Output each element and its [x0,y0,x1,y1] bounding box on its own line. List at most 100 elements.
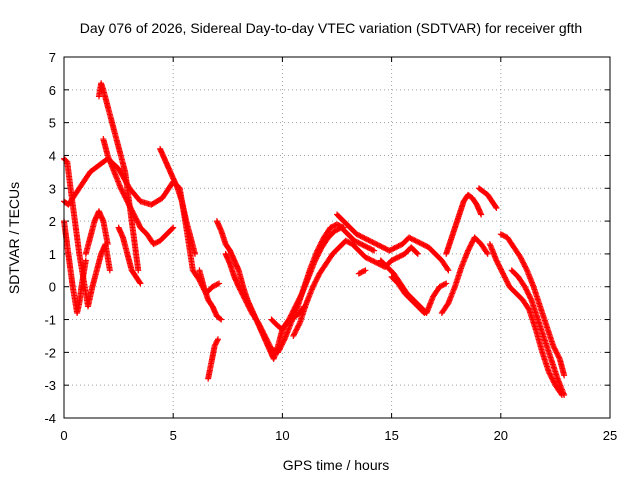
data-point [420,309,427,316]
data-point [500,271,507,278]
data-point [382,245,389,252]
data-point [395,254,402,261]
data-point [236,285,243,292]
data-point [523,287,530,294]
data-point [413,249,420,256]
data-point [217,315,224,322]
data-point [524,288,531,295]
data-point [212,341,219,348]
data-point [525,305,532,312]
data-point [242,298,249,305]
data-point [263,336,270,343]
data-point [311,279,318,286]
data-point [478,211,485,218]
data-point [169,225,176,232]
data-point [386,247,393,254]
data-point [371,247,378,254]
data-point [312,256,319,263]
data-point [554,351,561,358]
data-point [135,267,142,274]
data-point [238,290,245,297]
data-point [367,256,374,263]
data-point [275,348,282,355]
data-point [241,295,248,302]
series-track-m [268,224,378,333]
data-point [383,246,390,253]
data-point [445,267,452,274]
data-point [134,219,141,226]
data-point [378,243,385,250]
data-point [397,252,404,259]
data-point [417,240,424,247]
data-point [361,243,368,250]
data-point [366,237,373,244]
data-point [420,241,427,248]
data-point [407,235,414,242]
series-track-g [115,224,144,287]
x-tick-label: 5 [170,428,177,443]
series-track-t [443,191,485,257]
data-point [134,218,141,225]
data-point [504,279,511,286]
series-track-e [95,80,142,274]
data-point [278,342,285,349]
data-point [369,246,376,253]
data-point [290,307,297,314]
data-point [359,268,366,275]
data-point [211,342,218,349]
data-point [256,322,263,329]
data-point [357,269,364,276]
data-point [312,257,319,264]
data-point [82,257,89,264]
data-points [61,80,568,399]
data-point [213,340,220,347]
y-tick-label: 3 [49,181,56,196]
data-point [551,379,558,386]
data-point [275,349,282,356]
data-point [170,224,177,231]
data-point [124,198,131,205]
y-tick-label: 7 [49,50,56,65]
x-axis-label: GPS time / hours [283,457,390,473]
data-point [265,340,272,347]
data-point [421,309,428,316]
data-point [240,294,247,301]
data-point [362,254,369,261]
data-point [391,256,398,263]
data-point [467,243,474,250]
data-point [373,241,380,248]
data-point [344,238,351,245]
data-point [266,342,273,349]
axis-ticks [63,56,611,419]
data-point [547,372,554,379]
data-point [238,288,245,295]
data-point [126,202,133,209]
data-point [293,300,300,307]
data-point [499,270,506,277]
data-point [331,227,338,234]
data-point [364,244,371,251]
data-point [494,260,501,267]
series-track-j [205,336,221,382]
data-point [377,243,384,250]
x-tick-labels: 0 5 10 15 20 25 [60,428,617,443]
data-point [522,285,529,292]
data-point [255,319,262,326]
data-point [135,220,142,227]
data-point [286,315,293,322]
data-point [561,372,568,379]
data-point [519,258,526,265]
data-point [391,245,398,252]
data-point [358,269,365,276]
data-point [125,201,132,208]
data-point [366,256,373,263]
data-point [527,295,534,302]
data-point [267,343,274,350]
data-point [246,306,253,313]
y-axis-label: SDTVAR / TECUs [6,182,22,294]
data-point [313,277,320,284]
data-point [242,296,249,303]
data-point [353,231,360,238]
data-point [503,278,510,285]
data-point [124,199,131,206]
